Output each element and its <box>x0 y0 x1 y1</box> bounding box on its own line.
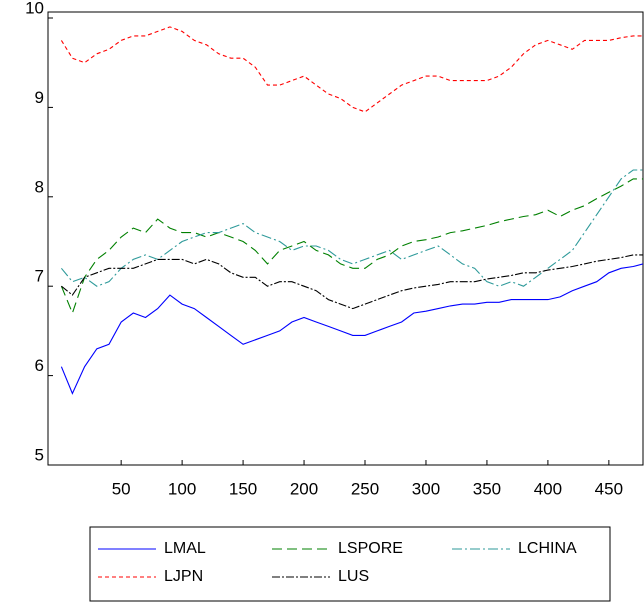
y-tick-label: 6 <box>35 356 44 375</box>
x-tick-label: 250 <box>351 479 379 498</box>
legend-label: LCHINA <box>518 540 577 557</box>
y-tick-label: 9 <box>35 88 44 107</box>
legend: LMAL LSPORE LCHINA LJPN LUS <box>89 526 611 602</box>
y-tick-label: 8 <box>35 177 44 196</box>
y-tick-label: 7 <box>35 267 44 286</box>
x-tick-label: 200 <box>290 479 318 498</box>
lines <box>60 26 643 395</box>
x-tick-label: 400 <box>534 479 562 498</box>
legend-label: LJPN <box>164 568 203 585</box>
y-tick-label: 10 <box>25 0 44 17</box>
legend-box <box>89 526 611 602</box>
series-line <box>60 169 643 287</box>
legend-label: LMAL <box>164 540 206 557</box>
x-tick-label: 450 <box>595 479 623 498</box>
legend-label: LSPORE <box>338 540 403 557</box>
plot-frame <box>47 11 644 466</box>
x-tick-label: 50 <box>112 479 131 498</box>
series-line <box>60 263 643 395</box>
x-tick-label: 150 <box>229 479 257 498</box>
series-line <box>61 254 643 310</box>
x-tick-label: 350 <box>473 479 501 498</box>
legend-label: LUS <box>338 568 369 585</box>
y-tick-label: 5 <box>35 445 44 464</box>
x-tick-label: 100 <box>168 479 196 498</box>
series-line <box>60 26 643 113</box>
series-line <box>60 178 643 315</box>
x-tick-label: 300 <box>412 479 440 498</box>
